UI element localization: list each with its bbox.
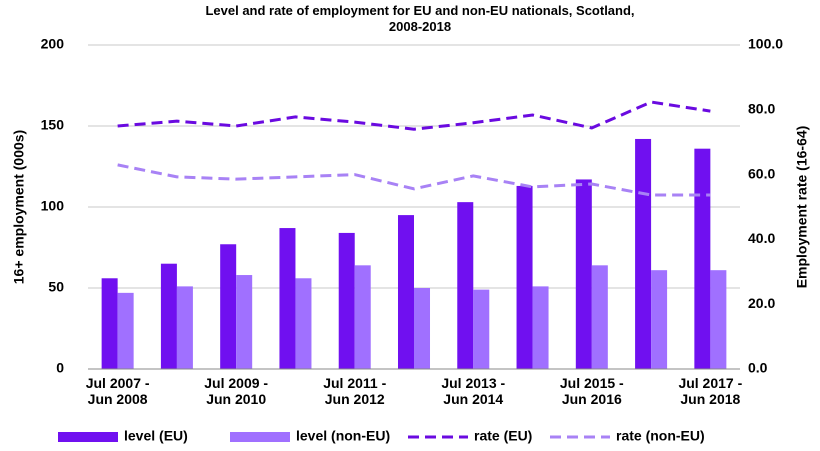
bar xyxy=(176,286,193,369)
bar xyxy=(473,289,490,369)
line-series xyxy=(117,163,711,197)
bar xyxy=(236,275,253,369)
y-axis-label: 16+ employment (000s) xyxy=(11,130,27,284)
x-tick-label: Jul 2007 -Jun 2008 xyxy=(86,375,150,407)
legend-label: level (non-EU) xyxy=(296,428,390,444)
legend-label: rate (non-EU) xyxy=(616,428,705,444)
bar xyxy=(457,202,474,369)
x-tick-label: Jul 2013 -Jun 2014 xyxy=(441,375,505,407)
legend-swatch xyxy=(58,432,118,442)
x-tick-label: Jul 2009 -Jun 2010 xyxy=(204,375,268,407)
y-tick-label: 100 xyxy=(41,198,65,214)
bar xyxy=(532,286,549,369)
bar xyxy=(516,185,533,369)
y2-tick-label: 0.0 xyxy=(748,360,768,376)
legend-label: level (EU) xyxy=(124,428,188,444)
y2-tick-label: 80.0 xyxy=(748,101,775,117)
x-tick-label: Jul 2017 -Jun 2018 xyxy=(678,375,742,407)
line-series xyxy=(117,100,711,131)
bar xyxy=(279,228,296,369)
legend-swatch xyxy=(230,432,290,442)
x-tick-label: Jul 2011 -Jun 2012 xyxy=(323,375,386,407)
bar xyxy=(101,278,118,369)
y-tick-label: 0 xyxy=(56,360,64,376)
bar xyxy=(338,232,355,369)
bar xyxy=(295,278,312,369)
legend-label: rate (EU) xyxy=(474,428,532,444)
bar xyxy=(591,265,608,369)
y2-tick-label: 40.0 xyxy=(748,230,775,246)
y-tick-label: 150 xyxy=(41,117,65,133)
y-tick-label: 50 xyxy=(48,279,64,295)
y2-tick-label: 60.0 xyxy=(748,165,775,181)
y-tick-label: 200 xyxy=(41,36,65,52)
bar xyxy=(710,270,727,369)
bar xyxy=(397,215,414,369)
x-tick-label: Jul 2015 -Jun 2016 xyxy=(560,375,624,407)
bar xyxy=(160,263,177,369)
bar xyxy=(635,138,652,369)
chart-title: Level and rate of employment for EU and … xyxy=(205,3,634,34)
bar xyxy=(354,265,371,369)
bar xyxy=(117,292,134,369)
bar xyxy=(220,244,237,369)
y2-axis-label: Employment rate (16-64) xyxy=(794,126,810,289)
bar xyxy=(694,148,711,369)
y2-tick-label: 100.0 xyxy=(748,36,783,52)
y2-tick-label: 20.0 xyxy=(748,295,775,311)
bar xyxy=(575,179,592,369)
bar xyxy=(651,270,668,369)
bar xyxy=(414,288,431,369)
